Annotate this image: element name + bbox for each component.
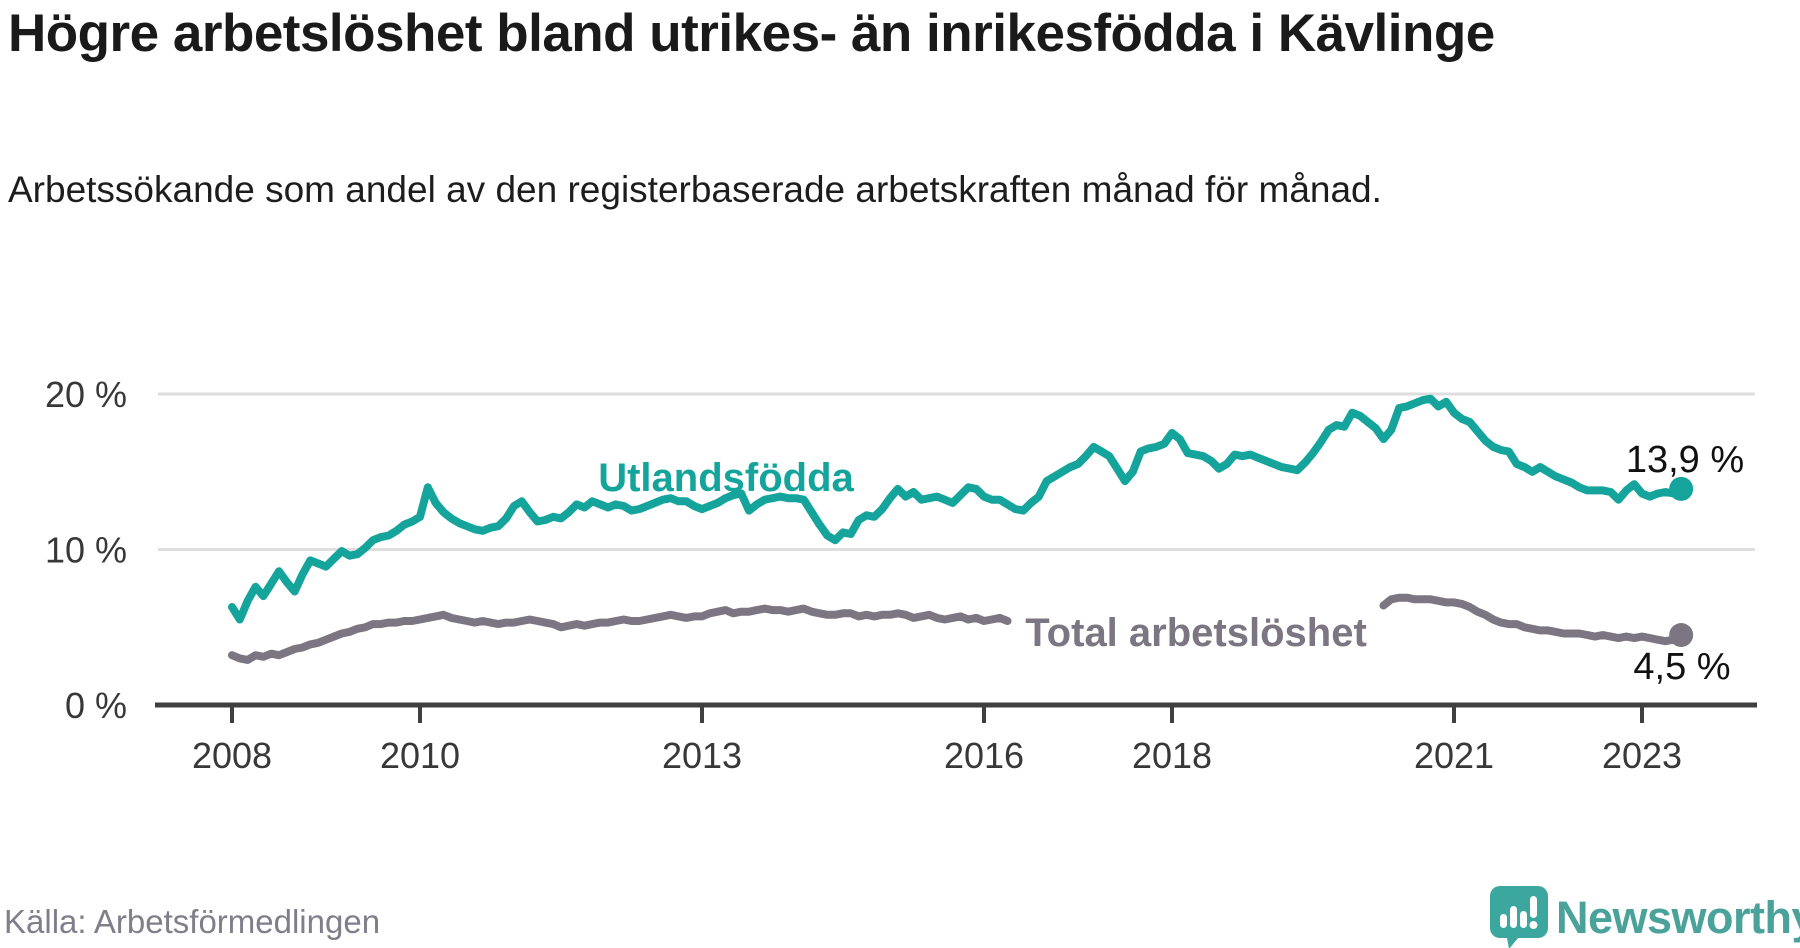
foreign-born-end-dot xyxy=(1669,476,1694,501)
foreign-born-line xyxy=(228,394,1686,624)
x-axis-ticks: 2008 2010 2013 2016 2018 2021 2023 xyxy=(192,705,1682,776)
newsworthy-wordmark: Newsworthy xyxy=(1556,892,1800,943)
y-tick-label: 10 % xyxy=(45,530,127,571)
x-tick-label: 2023 xyxy=(1602,735,1682,776)
page-title: Högre arbetslöshet bland utrikes- än inr… xyxy=(8,4,1495,63)
y-axis-labels: 0 % 10 % 20 % xyxy=(45,374,127,726)
x-tick-label: 2021 xyxy=(1414,735,1494,776)
end-value-total: 4,5 % xyxy=(1633,646,1730,688)
x-tick-label: 2008 xyxy=(192,735,272,776)
chart-subtitle: Arbetssökande som andel av den registerb… xyxy=(8,169,1382,210)
source-caption: Källa: Arbetsförmedlingen xyxy=(4,903,381,940)
series-label-total: Total arbetslöshet xyxy=(1025,611,1367,655)
newsworthy-logo-icon xyxy=(1490,886,1548,948)
x-tick-label: 2018 xyxy=(1132,735,1212,776)
y-tick-label: 0 % xyxy=(65,685,127,726)
y-tick-label: 20 % xyxy=(45,374,127,415)
logo-bars xyxy=(1500,896,1538,929)
x-tick-label: 2013 xyxy=(662,735,742,776)
gridlines xyxy=(158,392,1755,551)
total-unemployment-line xyxy=(1379,593,1686,646)
total-unemployment-line xyxy=(228,604,1012,664)
series-label-utlandsfodda: Utlandsfödda xyxy=(598,456,854,500)
total-end-dot xyxy=(1669,623,1694,648)
logo-bubble xyxy=(1490,886,1548,948)
x-tick-label: 2010 xyxy=(380,735,460,776)
x-tick-label: 2016 xyxy=(944,735,1024,776)
end-value-foreign: 13,9 % xyxy=(1626,439,1744,481)
